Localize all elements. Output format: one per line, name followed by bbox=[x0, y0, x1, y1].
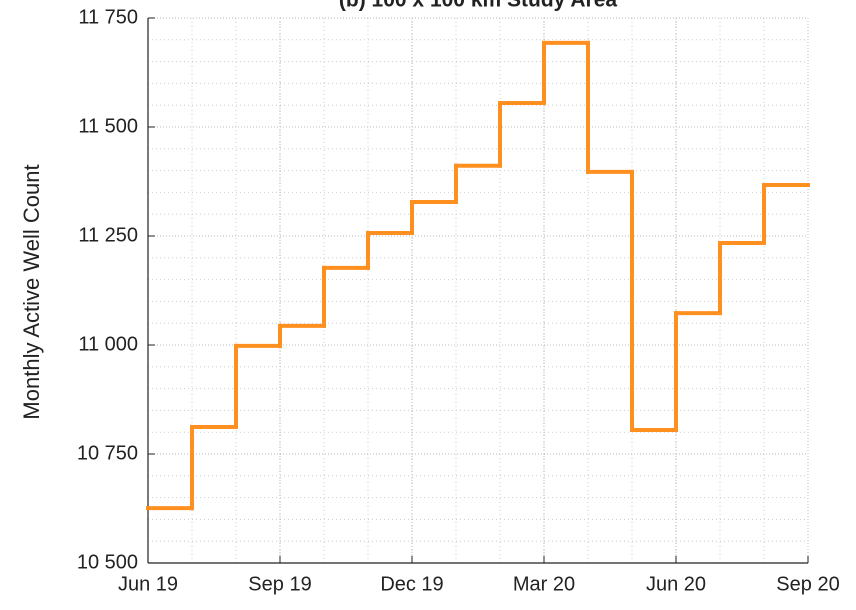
y-tick-label: 11 500 bbox=[78, 115, 138, 137]
y-tick-label: 11 750 bbox=[78, 6, 138, 28]
x-tick-label: Dec 19 bbox=[380, 573, 443, 595]
chart-title: (b) 100 x 100 km Study Area bbox=[339, 0, 617, 12]
y-axis-label: Monthly Active Well Count bbox=[19, 164, 44, 419]
y-tick-label: 10 500 bbox=[77, 551, 138, 573]
x-tick-label: Jun 19 bbox=[118, 573, 178, 595]
y-tick-label: 11 250 bbox=[78, 224, 138, 246]
x-tick-label: Sep 19 bbox=[248, 573, 311, 595]
x-tick-label: Jun 20 bbox=[646, 573, 706, 595]
x-tick-label: Mar 20 bbox=[513, 573, 575, 595]
y-tick-label: 11 000 bbox=[78, 333, 138, 355]
y-tick-label: 10 750 bbox=[77, 442, 138, 464]
x-tick-label: Sep 20 bbox=[776, 573, 839, 595]
